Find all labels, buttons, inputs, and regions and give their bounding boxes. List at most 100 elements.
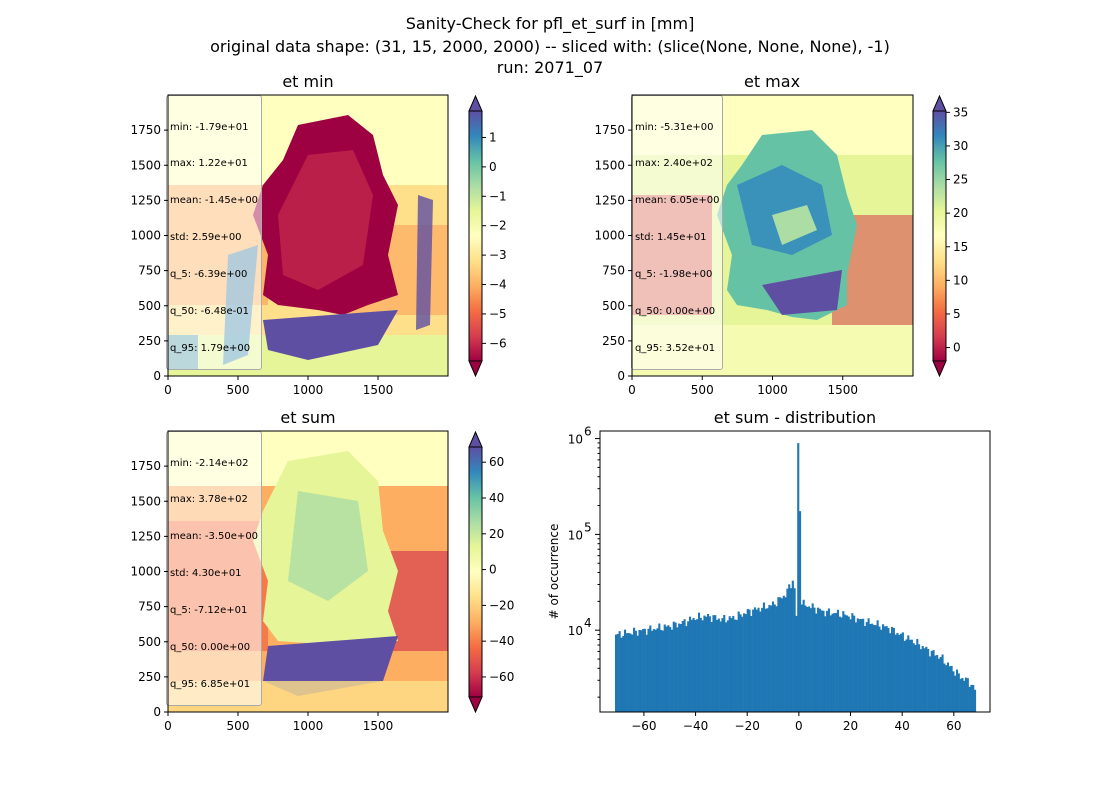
y-tick-label: 1500 xyxy=(594,158,625,172)
histogram-y-tick-label: 10 xyxy=(568,528,583,542)
histogram-bar xyxy=(669,627,672,712)
colorbar-tick-label: 60 xyxy=(489,455,504,469)
colorbar-tick-label: 25 xyxy=(953,173,968,187)
histogram-bar xyxy=(930,650,933,712)
histogram-bar xyxy=(863,626,867,712)
histogram-bar xyxy=(784,597,787,712)
histogram-bar xyxy=(829,615,832,712)
stat-line: std: 1.45e+01 xyxy=(635,232,707,244)
stat-line: q_50: -6.48e-01 xyxy=(170,306,249,318)
x-tick-label: 500 xyxy=(227,383,250,397)
colorbar-extend-max xyxy=(932,94,947,112)
histogram-bar xyxy=(901,632,904,712)
histogram-bar xyxy=(804,605,807,712)
histogram-bar xyxy=(661,630,664,712)
histogram-bar xyxy=(762,602,766,712)
histogram-bar xyxy=(770,605,773,712)
histogram-bar xyxy=(970,684,973,712)
histogram-bar xyxy=(714,615,717,712)
colorbar-tick-label: −20 xyxy=(489,598,514,612)
histogram-bar xyxy=(746,609,749,712)
histogram-bar xyxy=(782,595,785,712)
histogram-bar xyxy=(768,604,771,712)
colorbar-tick-label: 0 xyxy=(489,563,497,577)
histogram-bar xyxy=(964,677,968,712)
histogram-bar xyxy=(771,601,775,712)
colorbar-tick-label: −4 xyxy=(489,278,507,292)
histogram-bar xyxy=(735,619,738,712)
colorbar-extend-max xyxy=(468,430,483,448)
histogram-bar xyxy=(710,622,713,712)
histogram-bar xyxy=(826,610,829,712)
histogram-bar xyxy=(788,584,791,712)
histogram-bar xyxy=(705,616,708,712)
histogram-bar xyxy=(815,613,818,712)
colorbar-tick-label: 40 xyxy=(489,491,504,505)
histogram-bar xyxy=(900,633,903,712)
colorbar xyxy=(932,110,947,362)
y-tick-label: 250 xyxy=(602,334,625,348)
x-tick-label: 500 xyxy=(227,719,250,733)
y-tick-label: 500 xyxy=(602,299,625,313)
x-tick-label: 500 xyxy=(691,383,714,397)
x-tick-label: 0 xyxy=(164,383,172,397)
y-tick-label: 750 xyxy=(602,264,625,278)
y-tick-label: 250 xyxy=(138,334,161,348)
histogram-bar xyxy=(809,608,812,712)
histogram-bar xyxy=(651,630,654,712)
histogram-bar xyxy=(649,625,652,712)
y-tick-label: 1500 xyxy=(130,158,161,172)
y-tick-label: 1250 xyxy=(130,529,161,543)
histogram-bar xyxy=(688,616,692,712)
histogram-bar xyxy=(973,689,977,712)
histogram-bar xyxy=(845,615,849,712)
histogram-bar xyxy=(789,588,793,712)
histogram-bar xyxy=(701,620,704,712)
histogram-bar xyxy=(955,669,959,712)
stat-line: q_5: -7.12e+01 xyxy=(170,605,248,617)
histogram-bar xyxy=(660,629,663,712)
histogram-bar xyxy=(943,663,946,712)
histogram-bar xyxy=(808,606,811,712)
histogram-bar xyxy=(876,620,879,712)
et-max-stats-box: min: -5.31e+00 max: 2.40e+02 mean: 6.05e… xyxy=(631,95,724,370)
histogram-bar xyxy=(618,631,621,712)
histogram-bar xyxy=(777,597,780,712)
histogram-bar xyxy=(732,615,735,712)
histogram-bar xyxy=(697,612,701,712)
colorbar xyxy=(468,110,483,362)
histogram-bar xyxy=(891,626,894,712)
histogram-bar xyxy=(966,678,969,712)
histogram-bar xyxy=(936,655,939,712)
histogram-bar xyxy=(887,628,890,712)
colorbar-tick-label: 20 xyxy=(953,206,968,220)
histogram-bar xyxy=(817,607,820,712)
histogram-bar xyxy=(932,650,935,712)
histogram-bar xyxy=(844,614,847,712)
histogram-bar xyxy=(860,618,863,712)
histogram-bar xyxy=(755,609,758,712)
colorbar-tick-label: 15 xyxy=(953,240,968,254)
histogram-bar xyxy=(854,622,858,712)
histogram-bar xyxy=(627,633,630,712)
histogram-bar xyxy=(894,634,897,712)
histogram-bar xyxy=(757,607,760,712)
histogram-bar xyxy=(836,609,839,712)
histogram-bar xyxy=(905,639,908,712)
histogram-bar xyxy=(681,620,684,712)
histogram-bar xyxy=(638,630,641,712)
colorbar-tick-label: −5 xyxy=(489,307,507,321)
histogram-bar xyxy=(670,629,674,712)
histogram-bar xyxy=(963,680,966,712)
colorbar-tick-label: 1 xyxy=(489,130,497,144)
histogram-bar xyxy=(779,597,782,712)
stat-line: min: -2.14e+02 xyxy=(170,457,249,469)
histogram-bar xyxy=(954,675,957,712)
histogram-bar xyxy=(950,665,953,712)
histogram-bar xyxy=(849,619,852,712)
et-sum-distribution-title: et sum - distribution xyxy=(713,408,877,427)
histogram-y-tick-exponent: 4 xyxy=(584,616,592,630)
histogram-bar xyxy=(797,443,800,712)
histogram-bar xyxy=(687,621,690,712)
colorbar-extend-min xyxy=(468,360,483,378)
